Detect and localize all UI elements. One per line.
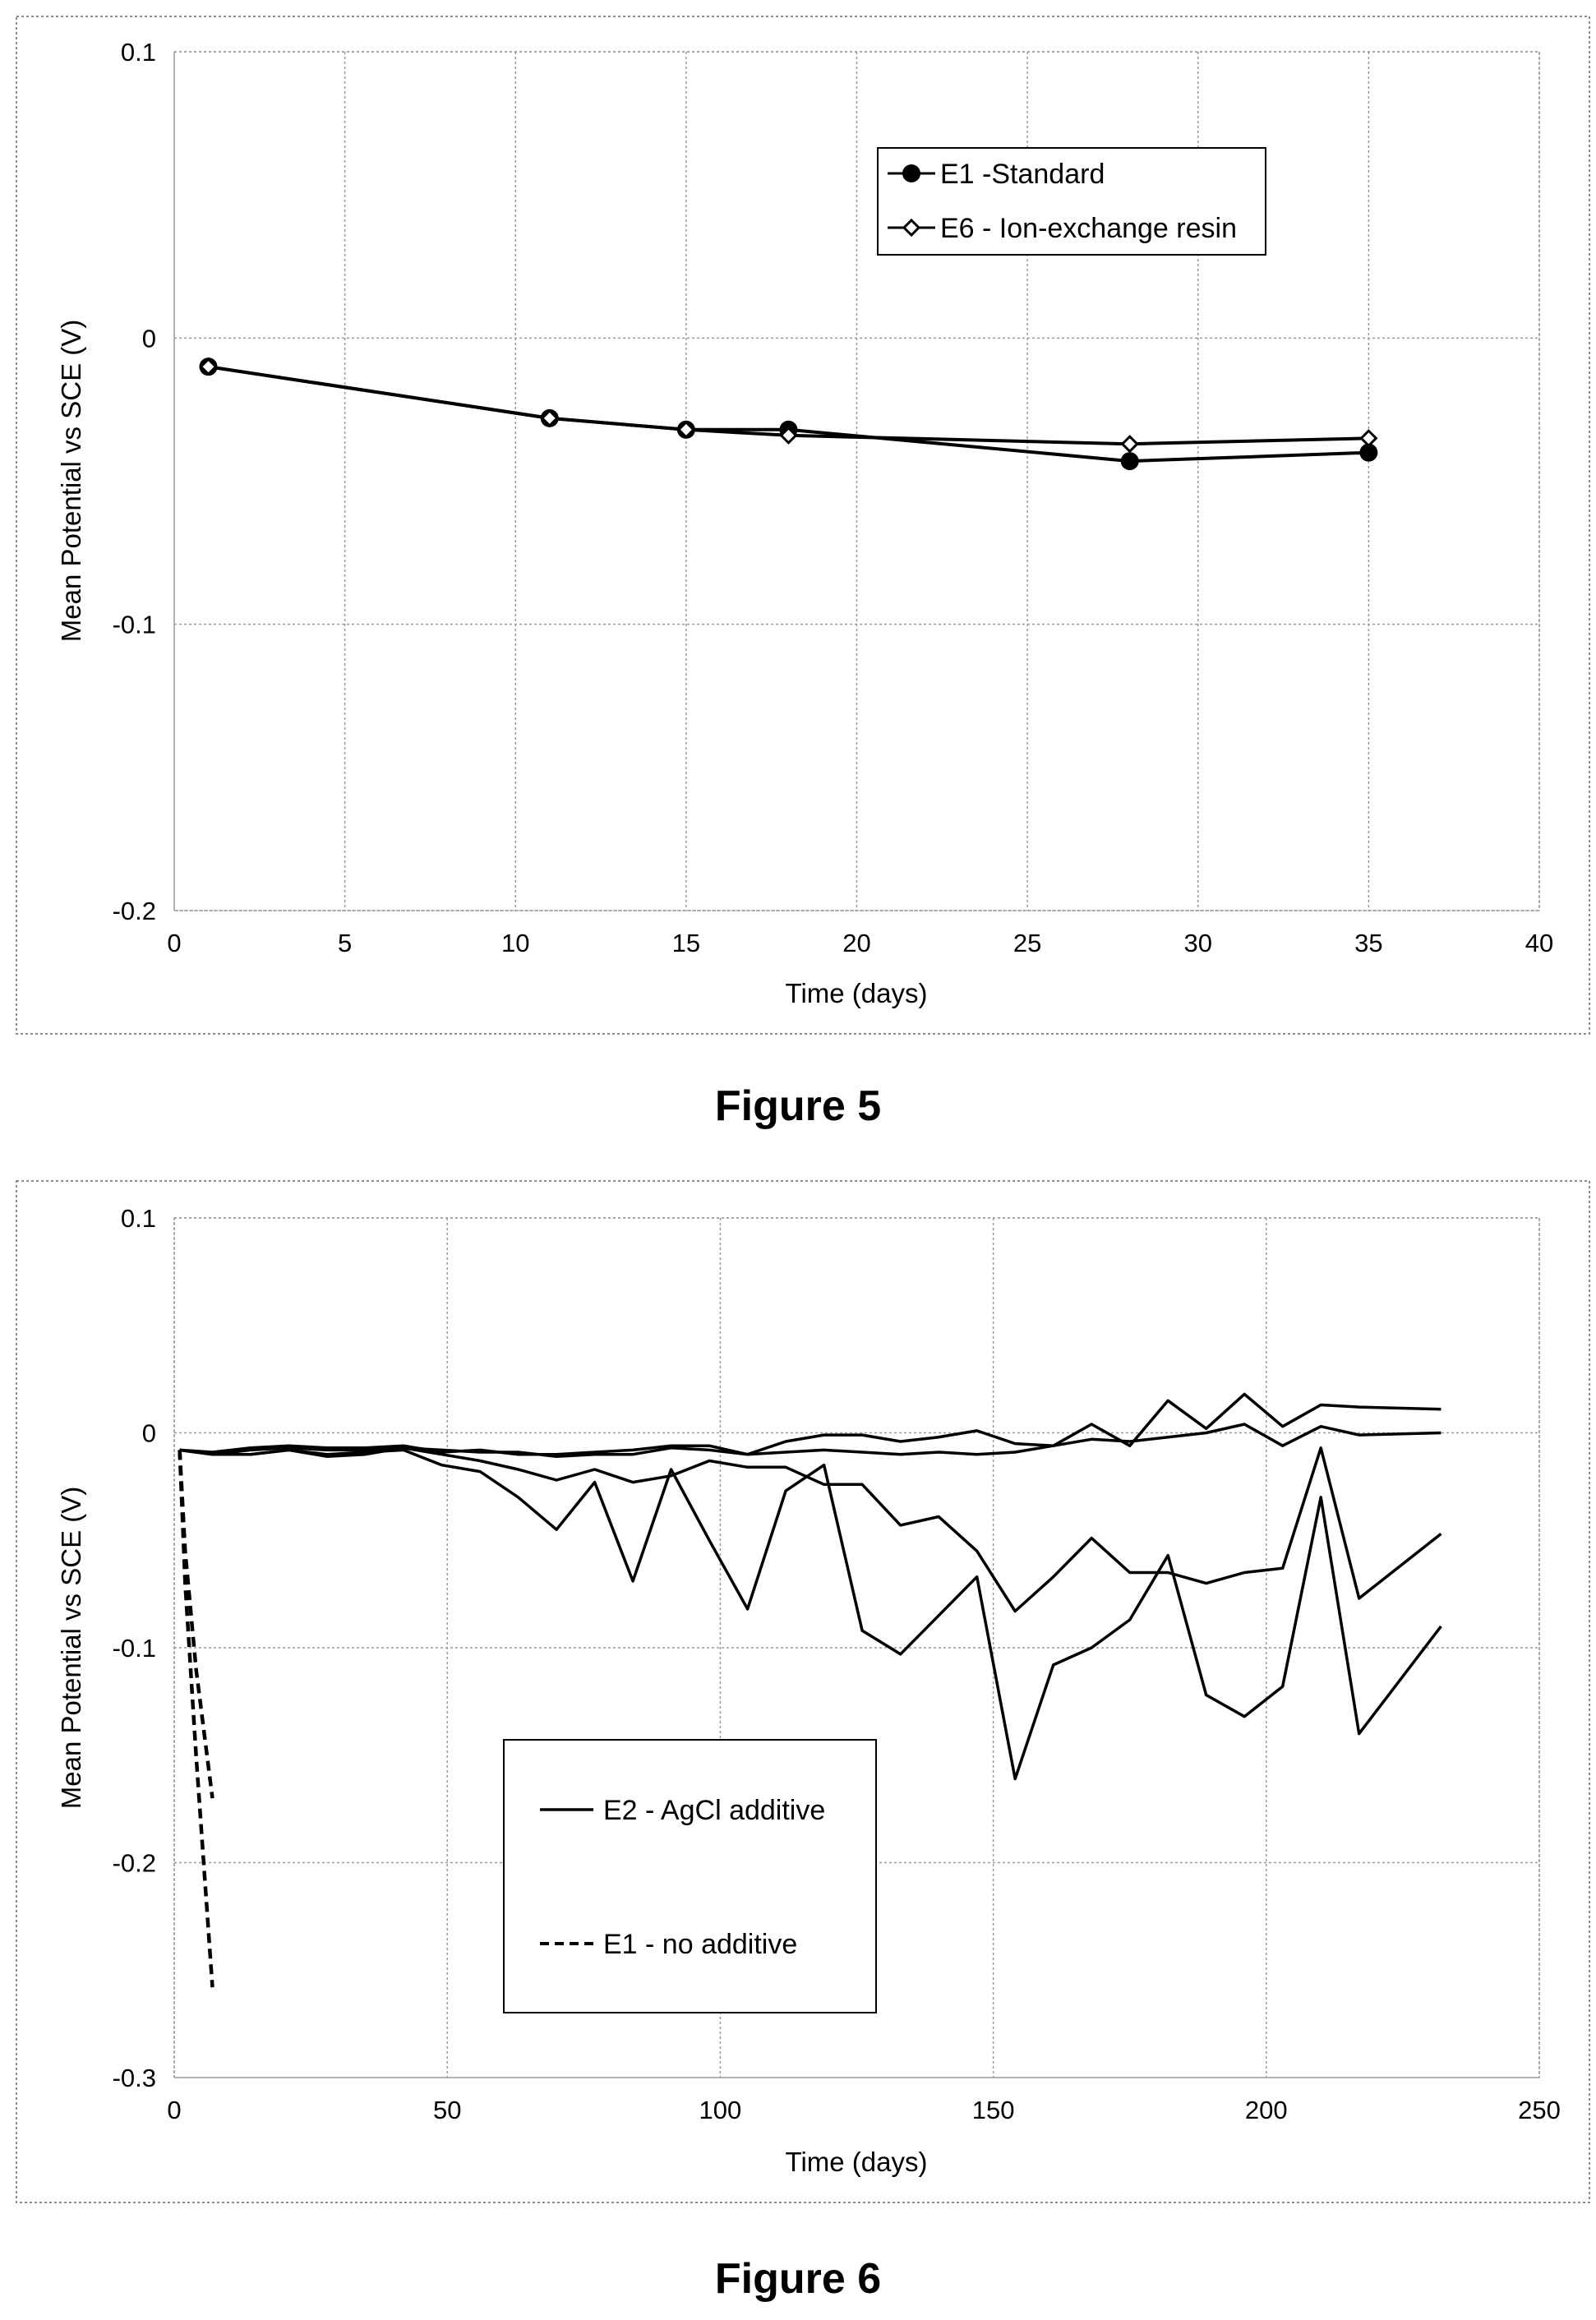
figure-5-x-tick-label: 5: [338, 929, 352, 957]
figure-5-x-tick-label: 10: [501, 929, 529, 957]
figure-6-y-tick-label: 0: [142, 1419, 156, 1448]
figure-5-y-tick-label: -0.2: [113, 897, 156, 925]
figure-6-x-tick-label: 250: [1518, 2096, 1561, 2124]
figure-5-data-point-e6: [199, 357, 218, 376]
figure-6-series-line-1: [179, 1392, 1441, 1456]
figure-6: 0.1 0 -0.1 -0.2 -0.3 0 50 100 150 200 250 Time (d…: [16, 1180, 1590, 2203]
figure-6-y-tick-label: -0.2: [113, 1849, 156, 1878]
legend-label-e6: E6 - Ion-exchange resin: [940, 213, 1237, 244]
legend-label-e2: E2 - AgCl additive: [603, 1795, 825, 1826]
figure-5-y-tick-label: 0: [142, 324, 156, 353]
figure-5-caption: Figure 5: [715, 1082, 881, 1130]
figure-6-caption: Figure 6: [715, 2255, 881, 2303]
figure-6-legend-box: [503, 1739, 877, 2013]
figure-6-y-tick-labels: 0.1 0 -0.1 -0.2 -0.3: [113, 1204, 156, 2092]
figure-6-frame: [16, 1180, 1590, 2203]
figure-5-x-tick-labels: 0 5 10 15 20 25 30 35 40: [167, 929, 1553, 957]
figure-6-series-line-2: [179, 1423, 1441, 1459]
figure-6-x-tick-labels: 0 50 100 150 200 250: [167, 2096, 1560, 2124]
figure-5-x-tick-label: 30: [1184, 929, 1212, 957]
figure-5-data-point-e6: [779, 426, 798, 445]
figure-6-x-axis-title: Time (days): [786, 2147, 928, 2177]
figure-5-legend: E1 -Standard E6 - Ion-exchange resin: [877, 147, 1266, 256]
figure-5-data-point-e6: [540, 408, 559, 427]
figure-5-frame: [16, 16, 1590, 1035]
figure-6-series: [178, 1392, 1442, 1988]
figure-5-x-tick-label: 15: [672, 929, 700, 957]
figure-6-x-tick-label: 200: [1245, 2096, 1288, 2124]
figure-6-plot-area: [173, 1217, 1540, 2078]
figure-6-series-line-4: [179, 1448, 1442, 1781]
figure-6-x-tick-label: 100: [699, 2096, 742, 2124]
legend-label-e1: E1 -Standard: [940, 159, 1105, 190]
figure-5-data-point-e6: [1359, 429, 1378, 448]
figure-6-x-tick-label: 150: [972, 2096, 1015, 2124]
figure-5-x-tick-label: 0: [167, 929, 181, 957]
legend-label-e1-no-additive: E1 - no additive: [603, 1929, 797, 1960]
figure-5-y-tick-label: -0.1: [113, 611, 156, 639]
figure-6-y-tick-label: -0.3: [113, 2064, 156, 2092]
figure-6-y-tick-label: 0.1: [121, 1204, 156, 1233]
figure-5-x-tick-label: 35: [1354, 929, 1382, 957]
figure-5-series-line-1: [208, 365, 1369, 464]
figure-5-plot-area: [173, 51, 1540, 911]
figure-5-x-axis-title: Time (days): [786, 978, 928, 1008]
figure-6-series-line-3: [179, 1446, 1442, 1613]
figure-5-data-point-e1: [1359, 443, 1378, 462]
figure-6-y-axis-title: Mean Potential vs SCE (V): [56, 1487, 86, 1810]
figure-6-x-tick-label: 50: [433, 2096, 461, 2124]
figure-5-y-tick-label: 0.1: [121, 38, 156, 67]
figure-5-series: [199, 357, 1378, 471]
figure-5-x-tick-label: 20: [842, 929, 870, 957]
figure-5-data-point-e1: [1120, 452, 1139, 471]
figure-5-data-point-e6: [1120, 435, 1139, 454]
figure-5-y-axis-title: Mean Potential vs SCE (V): [56, 320, 86, 643]
figure-5: 0.1 0 -0.1 -0.2 0 5 10 15 20 25 30 35 40 Time (days…: [16, 16, 1590, 1035]
figure-6-x-tick-label: 0: [167, 2096, 181, 2124]
figure-5-series-line-2: [208, 365, 1369, 446]
figure-6-series-line-5: [178, 1450, 214, 1799]
figure-6-y-tick-label: -0.1: [113, 1634, 156, 1663]
legend-open-diamond-marker: [902, 218, 921, 238]
figure-5-x-tick-label: 25: [1013, 929, 1041, 957]
figure-6-legend: E2 - AgCl additive E1 - no additive: [503, 1739, 877, 2013]
figure-5-x-tick-label: 40: [1525, 929, 1553, 957]
figure-5-data-point-e6: [676, 420, 695, 439]
figure-6-series-line-6: [178, 1450, 214, 1988]
figure-5-gridlines: [173, 51, 1540, 911]
legend-filled-circle-marker: [902, 164, 920, 182]
figure-5-legend-box: [877, 147, 1266, 256]
figure-5-y-tick-labels: 0.1 0 -0.1 -0.2: [113, 38, 156, 925]
